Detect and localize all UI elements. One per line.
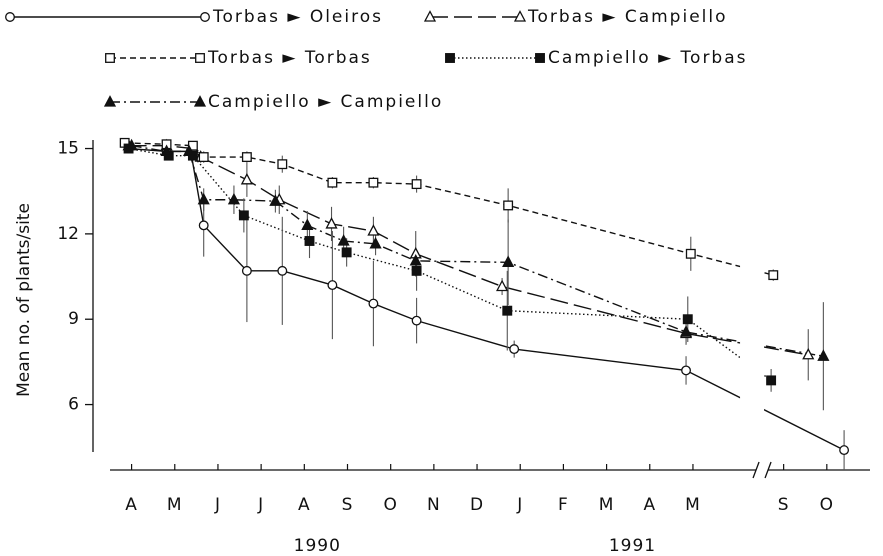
legend-label: Torbas ► Campiello (527, 7, 728, 27)
y-tick-label: 12 (57, 224, 79, 244)
year-label: 1990 (294, 536, 341, 556)
series-line (124, 142, 774, 276)
marker (337, 234, 350, 246)
y-tick-label: 6 (68, 395, 79, 415)
x-tick-label: S (342, 495, 354, 515)
marker (277, 159, 288, 170)
y-tick-label: 9 (68, 309, 79, 329)
marker (325, 217, 338, 229)
marker (423, 10, 437, 22)
markers (119, 137, 850, 456)
marker (535, 53, 545, 63)
marker (368, 298, 379, 309)
legend-item: Torbas ► Oleiros (5, 7, 383, 27)
marker (502, 255, 515, 267)
marker (768, 270, 779, 281)
marker (197, 192, 210, 205)
marker (240, 172, 253, 185)
marker (200, 12, 210, 22)
marker (182, 144, 196, 157)
marker (513, 10, 527, 22)
legend-label: Torbas ► Torbas (207, 48, 372, 68)
marker (802, 347, 815, 360)
marker (685, 248, 696, 259)
x-tick-label: M (685, 495, 701, 515)
legend-item: Campiello ► Campiello (103, 92, 443, 112)
marker (411, 265, 422, 276)
marker (502, 305, 513, 316)
legend-item: Torbas ► Campiello (423, 7, 728, 27)
series-line (128, 144, 809, 356)
y-tick-label: 15 (57, 139, 79, 159)
marker (301, 218, 314, 230)
y-axis-label: Mean no. of plants/site (14, 203, 34, 397)
marker (241, 152, 252, 163)
break-gap (740, 130, 765, 450)
x-tick-label: J (257, 495, 264, 515)
marker (411, 315, 422, 326)
year-label: 1991 (609, 536, 656, 556)
marker (368, 177, 379, 188)
marker (277, 265, 288, 276)
x-tick-label: A (298, 495, 311, 515)
legend-label: Torbas ► Oleiros (212, 7, 383, 27)
x-tick-label: F (558, 495, 569, 515)
axis-break (764, 461, 772, 479)
marker (5, 12, 15, 22)
marker (341, 247, 352, 258)
x-tick-label: J (214, 495, 221, 515)
marker (193, 95, 207, 107)
marker (766, 375, 777, 386)
x-tick-label: M (599, 495, 615, 515)
marker (367, 224, 380, 236)
marker (496, 279, 509, 292)
marker (411, 179, 422, 190)
marker (198, 220, 209, 231)
legend-item: Campiello ► Torbas (445, 48, 748, 68)
marker (160, 144, 173, 157)
marker (269, 194, 282, 206)
x-tick-label: A (643, 495, 656, 515)
marker (241, 265, 252, 276)
marker (509, 344, 520, 355)
marker (195, 53, 205, 63)
marker (105, 53, 115, 63)
marker (103, 95, 117, 107)
marker (682, 314, 693, 325)
marker (681, 365, 691, 376)
series-line (128, 147, 845, 451)
marker (817, 349, 830, 361)
marker (198, 152, 209, 163)
marker (839, 445, 850, 456)
marker (369, 236, 382, 249)
x-tick-label: D (470, 495, 484, 515)
series-line (131, 144, 824, 357)
x-tick-label: O (383, 495, 397, 515)
marker (327, 177, 338, 188)
marker (304, 236, 315, 246)
marker (679, 325, 693, 337)
lines (124, 142, 845, 451)
marker (227, 192, 241, 205)
axis-break (752, 461, 760, 479)
x-tick-label: S (778, 495, 790, 515)
legend-item: Torbas ► Torbas (105, 48, 372, 68)
legend-label: Campiello ► Campiello (208, 92, 443, 112)
x-tick-label: M (167, 495, 183, 515)
marker (409, 254, 422, 266)
marker (327, 280, 338, 291)
legend-label: Campiello ► Torbas (548, 48, 748, 68)
series-line (128, 147, 772, 381)
marker (503, 200, 514, 211)
marker (238, 210, 249, 221)
x-tick-label: A (125, 495, 138, 515)
marker (125, 138, 138, 151)
x-tick-label: O (820, 495, 834, 515)
marker (445, 53, 455, 63)
x-tick-label: J (516, 495, 523, 515)
x-tick-label: N (427, 495, 441, 515)
